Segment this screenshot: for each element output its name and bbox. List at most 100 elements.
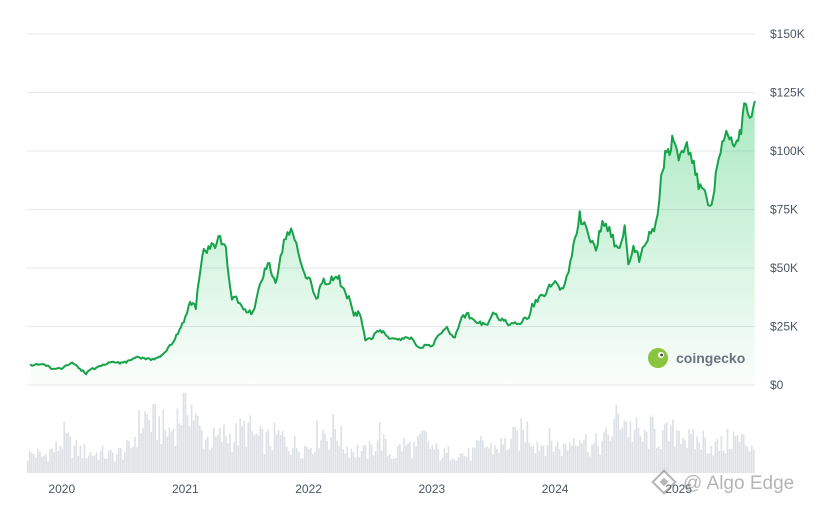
volume-bar [209,449,211,473]
volume-bar [233,441,235,473]
volume-bar [550,440,553,473]
volume-bar [415,446,417,473]
volume-bar [528,443,531,473]
volume-bar [401,451,403,473]
volume-bar [126,440,128,473]
volume-bar [577,445,579,473]
volume-bar [263,454,266,473]
volume-bar [194,413,197,473]
volume-bar [645,431,648,473]
volume-bar [558,449,561,473]
volume-bar [221,441,223,473]
volume-bar [554,446,557,473]
volume-bar [591,444,593,473]
volume-bar [362,445,365,473]
volume-bar [217,434,219,473]
volume-bar [350,448,353,473]
volume-bar [469,460,472,473]
volume-bar [360,451,363,473]
volume-bar [490,443,492,473]
volume-bars [27,393,755,473]
volume-bar [714,441,717,473]
volume-bar [391,458,393,473]
volume-bar [166,436,169,473]
volume-bar [206,436,209,473]
volume-bar [269,445,272,473]
volume-bar [492,454,494,473]
volume-bar [55,441,57,473]
x-tick-label: 2022 [295,482,322,496]
volume-bar [118,447,120,473]
volume-bar [496,448,498,473]
volume-bar [53,452,55,473]
volume-bar [473,447,476,473]
price-line [29,100,756,376]
volume-bar [419,433,421,473]
volume-bar [346,446,349,473]
volume-bar [287,451,290,473]
volume-bar [471,447,474,473]
volume-bar [372,455,375,473]
volume-bar [597,445,599,473]
volume-bar [629,421,632,473]
volume-bar [393,458,395,473]
volume-bar [308,448,310,473]
volume-bar [512,426,514,473]
volume-bar [633,429,636,473]
volume-bar [413,441,415,473]
volume-bar [47,461,49,473]
volume-bar [261,429,264,473]
volume-bar [204,439,207,473]
volume-bar [459,453,462,473]
y-tick-label: $0 [770,378,784,392]
volume-bar [291,448,294,473]
volume-bar [374,451,377,473]
volume-bar [91,455,94,473]
volume-bar [718,450,721,473]
volume-bar [445,452,448,473]
volume-bar [659,448,662,473]
volume-bar [536,441,539,473]
volume-bar [251,431,254,473]
volume-bar [275,434,278,473]
volume-bar [93,455,96,473]
volume-bar [310,447,312,473]
x-axis-ticks: 2020 2021 2022 2023 2024 2025 [48,482,692,496]
volume-bar [736,434,739,473]
volume-bar [257,435,260,473]
volume-bar [546,445,549,473]
volume-bar [579,440,581,473]
volume-bar [748,451,751,473]
volume-bar [455,460,458,473]
volume-bar [148,419,150,473]
volume-bar [740,434,743,473]
volume-bar [516,430,518,473]
volume-bar [439,460,442,473]
volume-bar [124,452,126,473]
volume-bar [708,453,711,473]
volume-bar [243,421,245,473]
volume-bar [200,429,203,473]
volume-bar [750,445,753,473]
volume-bar [732,431,735,473]
volume-bar [696,436,698,473]
volume-bar [225,436,227,473]
volume-bar [437,448,440,473]
volume-bar [746,447,749,473]
volume-bar [120,447,122,473]
volume-bar [556,441,559,473]
volume-bar [698,442,700,473]
volume-bar [356,444,359,473]
volume-bar [324,433,326,473]
volume-bar [518,450,521,473]
volume-bar [593,443,595,473]
volume-bar [514,426,516,473]
volume-bar [613,418,616,473]
volume-bar [241,426,243,473]
volume-bar [724,453,727,473]
volume-bar [542,445,545,473]
volume-bar [443,448,446,473]
volume-bar [61,448,63,473]
y-tick-label: $150K [770,27,805,41]
volume-bar [144,411,146,473]
